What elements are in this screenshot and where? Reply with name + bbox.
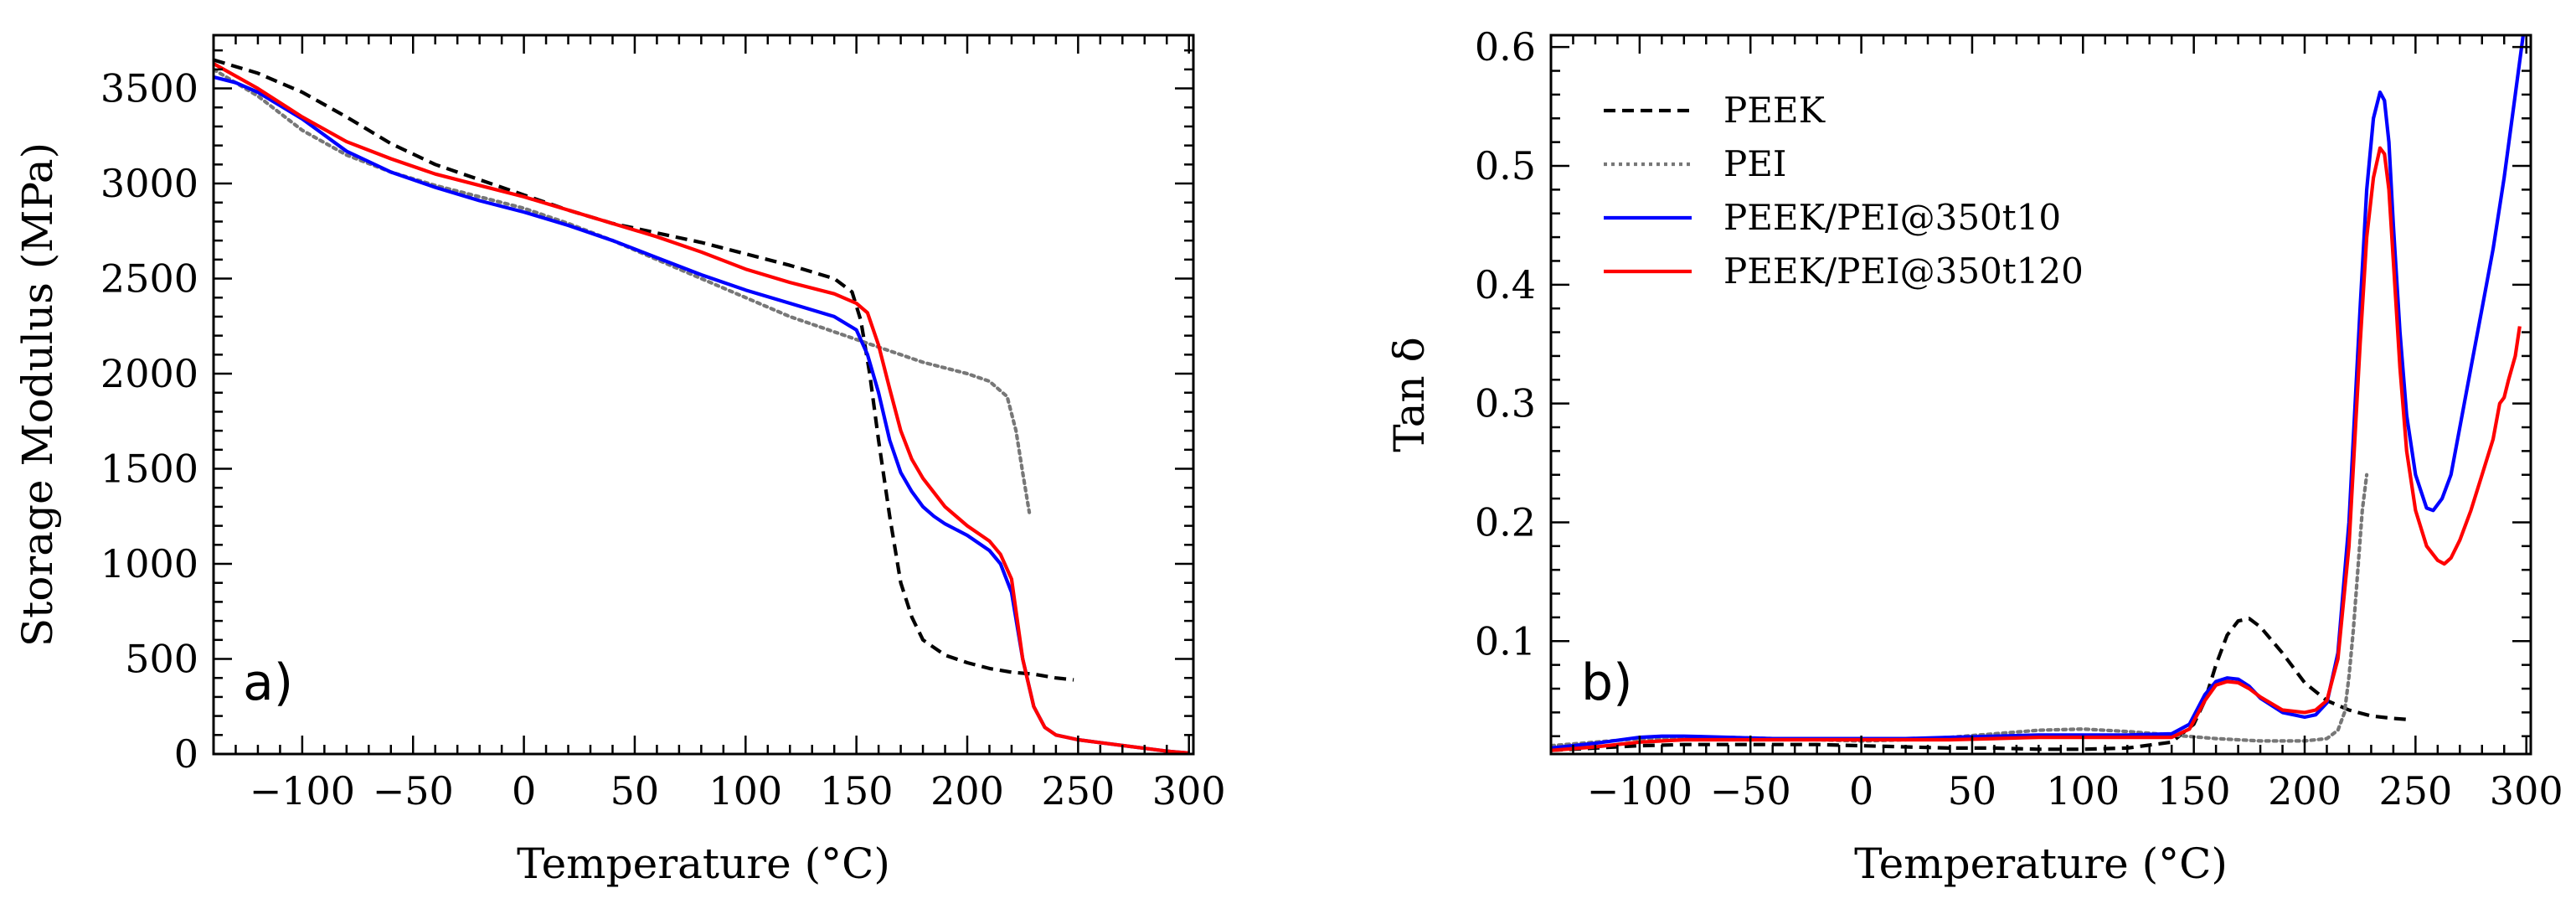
panel-label: b)	[1581, 653, 1633, 712]
y-tick-label: 1000	[100, 541, 198, 586]
x-tick-label: 200	[2268, 768, 2342, 813]
y-tick-label: 0.3	[1475, 381, 1536, 426]
y-tick-label: 0.2	[1475, 499, 1536, 545]
x-tick-label: 100	[2046, 768, 2120, 813]
y-tick-label: 3000	[100, 161, 198, 206]
x-tick-label: 100	[708, 768, 782, 813]
series-group-b	[1551, 35, 2526, 752]
y-tick-label: 0.1	[1475, 618, 1536, 664]
legend-label: PEI	[1723, 143, 1787, 184]
plot-frame-b	[1549, 34, 2532, 756]
y-tick-label: 2500	[100, 256, 198, 302]
series-line-peek	[214, 58, 1074, 682]
series-line-peek	[1551, 617, 2409, 752]
series-line-peek-pei-350t10	[1551, 35, 2526, 750]
panel-label: a)	[243, 653, 293, 712]
x-tick-label: 0	[1849, 768, 1873, 813]
x-tick-label: 300	[2490, 768, 2563, 813]
y-axis-label: Tan δ	[1385, 337, 1434, 452]
x-tick-label: −50	[1710, 768, 1791, 813]
x-axis-label: Temperature (°C)	[517, 839, 890, 888]
y-tick-label: 1500	[100, 447, 198, 492]
x-tick-label: 50	[1948, 768, 1997, 813]
series-group-a	[214, 58, 1189, 754]
x-axis-label: Temperature (°C)	[1854, 839, 2228, 888]
x-tick-label: 150	[2157, 768, 2231, 813]
series-line-peek-pei-350t10	[214, 75, 1189, 754]
legend-label: PEEK	[1723, 90, 1826, 131]
y-tick-label: 2000	[100, 351, 198, 396]
panel-a: −100 −50 0 50 100 150 200 250 300050010001500200…	[13, 34, 1226, 888]
plot-frame-a	[212, 34, 1195, 756]
series-line-pei	[1551, 473, 2369, 748]
x-tick-label: 250	[2378, 768, 2452, 813]
x-tick-label: −100	[250, 768, 355, 813]
y-tick-label: 0	[174, 731, 198, 777]
x-tick-label: −50	[373, 768, 454, 813]
series-line-peek-pei-350t120	[214, 62, 1189, 754]
y-tick-label: 0.6	[1475, 24, 1536, 70]
x-tick-label: 0	[512, 768, 536, 813]
x-tick-label: 150	[820, 768, 894, 813]
x-tick-label: 200	[930, 768, 1004, 813]
x-tick-label: 250	[1041, 768, 1115, 813]
y-tick-label: 500	[125, 637, 198, 682]
legend-label: PEEK/PEI@350t10	[1723, 197, 2061, 238]
y-axis-label: Storage Modulus (MPa)	[13, 142, 62, 647]
legend: PEEK PEI PEEK/PEI@350t10 PEEK/PEI@350t120	[1604, 90, 2084, 292]
y-tick-label: 0.5	[1475, 143, 1536, 189]
series-line-peek-pei-350t120	[1551, 146, 2522, 752]
x-tick-label: 50	[611, 768, 660, 813]
y-tick-label: 0.4	[1475, 262, 1536, 307]
x-tick-label: −100	[1587, 768, 1692, 813]
y-tick-label: 3500	[100, 66, 198, 111]
legend-label: PEEK/PEI@350t120	[1723, 250, 2084, 292]
x-tick-label: 300	[1152, 768, 1226, 813]
panel-b: −100 −50 0 50 100 150 200 250 300 0.1 0.2 0.3 0.4 0.5…	[1385, 24, 2563, 888]
